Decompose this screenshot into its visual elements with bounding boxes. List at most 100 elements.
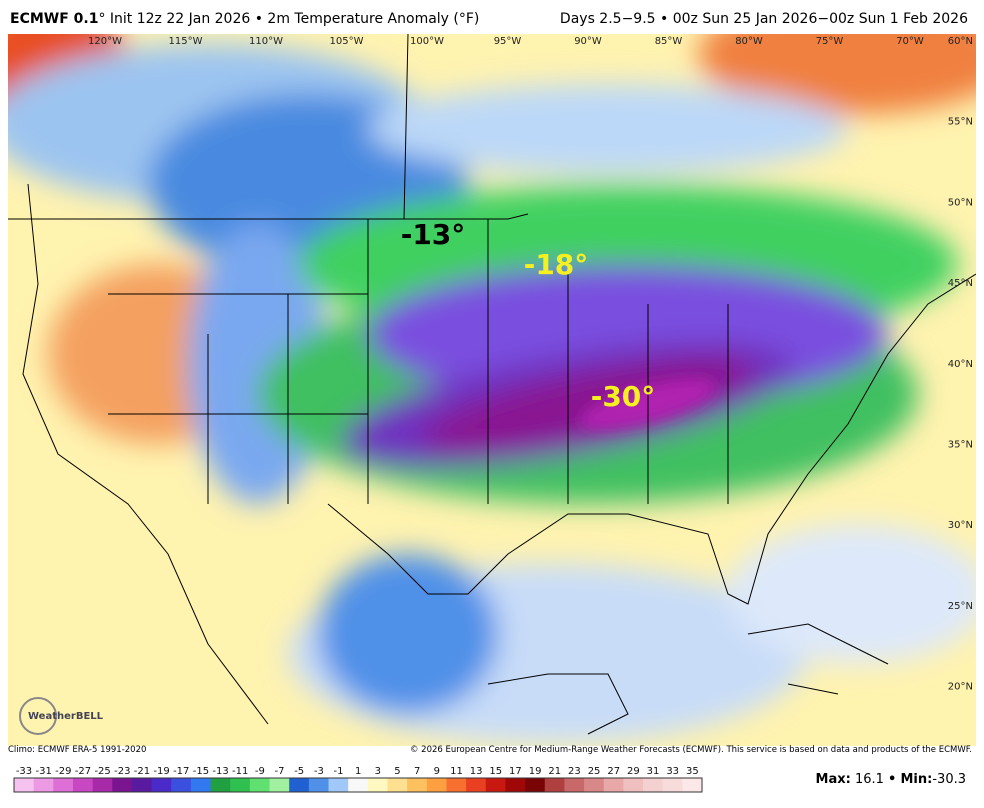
- colorbar-swatch: [308, 778, 330, 792]
- longitude-label: 100°W: [410, 36, 444, 47]
- colorbar-swatch: [367, 778, 388, 792]
- colorbar-label: -7: [275, 766, 285, 777]
- colorbar-label: -19: [153, 766, 169, 777]
- colorbar-swatch: [33, 778, 54, 792]
- colorbar-label: -15: [193, 766, 209, 777]
- colorbar: -33 -31 -29 -27 -25 -23 -21 -19 -17 -15 -13 -11 -9 -7…: [13, 766, 703, 793]
- colorbar-swatch: [72, 778, 94, 792]
- colorbar-swatch: [249, 778, 271, 792]
- logo: WeatherBELL: [19, 697, 104, 735]
- colorbar-swatch: [53, 778, 74, 792]
- colorbar-label: -31: [35, 766, 51, 777]
- colorbar-swatch: [643, 778, 664, 792]
- colorbar-frame: [13, 777, 703, 793]
- colorbar-swatch: [446, 778, 467, 792]
- latitude-label: 35°N: [948, 440, 973, 451]
- longitude-label: 115°W: [169, 36, 203, 47]
- colorbar-swatch: [662, 778, 683, 792]
- climo: Climo: ECMWF ERA-5 1991-2020: [8, 745, 147, 755]
- latitude-label: 50°N: [948, 197, 973, 208]
- colorbar-label: 15: [489, 766, 502, 777]
- colorbar-swatch: [328, 778, 349, 792]
- max-value: 16.1: [854, 772, 884, 787]
- colorbar-label: -13: [212, 766, 228, 777]
- colorbar-swatch: [92, 778, 113, 792]
- header-left: ECMWF 0.1° Init 12z 22 Jan 2026 • 2m Tem…: [10, 11, 479, 27]
- colorbar-label: 17: [509, 766, 522, 777]
- separator: •: [888, 772, 897, 787]
- colorbar-label: 7: [414, 766, 420, 777]
- colorbar-label: -33: [16, 766, 32, 777]
- colorbar-swatch: [151, 778, 172, 792]
- colorbar-label: 21: [548, 766, 561, 777]
- latitude-label: 55°N: [948, 117, 973, 128]
- copyright: © 2026 European Centre for Medium-Range …: [409, 745, 972, 755]
- colorbar-swatch: [564, 778, 585, 792]
- colorbar-label: -3: [314, 766, 324, 777]
- colorbar-label: 9: [434, 766, 440, 777]
- colorbar-label: -21: [134, 766, 150, 777]
- colorbar-label: 33: [666, 766, 679, 777]
- colorbar-label: -29: [55, 766, 71, 777]
- colorbar-label: 5: [394, 766, 400, 777]
- logo-text: WeatherBELL: [28, 711, 104, 722]
- colorbar-label: -23: [114, 766, 130, 777]
- colorbar-swatch: [426, 778, 447, 792]
- colorbar-label: 3: [375, 766, 381, 777]
- colorbar-label: -27: [75, 766, 91, 777]
- colorbar-label: 23: [568, 766, 581, 777]
- annotation: -13°: [401, 218, 466, 251]
- colorbar-label: 29: [627, 766, 640, 777]
- colorbar-label: 25: [588, 766, 601, 777]
- colorbar-swatch: [584, 778, 605, 792]
- longitude-labels: 120°W 115°W 110°W 105°W 100°W 95°W 90°W 85°W 80°…: [88, 36, 924, 47]
- longitude-label: 80°W: [735, 36, 763, 47]
- longitude-label: 90°W: [574, 36, 602, 47]
- longitude-label: 105°W: [330, 36, 364, 47]
- colorbar-label: -11: [232, 766, 248, 777]
- colorbar-swatch: [131, 778, 153, 792]
- colorbar-swatch: [14, 778, 35, 792]
- header-right: Days 2.5−9.5 • 00z Sun 25 Jan 2026−00z S…: [559, 11, 968, 27]
- latitude-label: 25°N: [948, 601, 973, 612]
- longitude-label: 95°W: [494, 36, 522, 47]
- stats: Max: 16.1 • Min:-30.3: [816, 772, 966, 787]
- colorbar-swatch: [289, 778, 310, 792]
- colorbar-swatch: [190, 778, 212, 792]
- colorbar-swatch: [348, 778, 369, 792]
- colorbar-label: 19: [529, 766, 542, 777]
- min-value: -30.3: [932, 772, 966, 787]
- colorbar-swatch: [171, 778, 192, 792]
- min-label: Min:: [900, 772, 933, 787]
- colorbar-swatch: [269, 778, 290, 792]
- latitude-label: 60°N: [948, 36, 973, 47]
- longitude-label: 110°W: [249, 36, 283, 47]
- longitude-label: 85°W: [655, 36, 683, 47]
- colorbar-label: 31: [647, 766, 660, 777]
- colorbar-label: -25: [94, 766, 110, 777]
- annotation: -30°: [591, 380, 656, 413]
- latitude-labels: 60°N 55°N 50°N 45°N 40°N 35°N 30°N 25°N 20°N: [948, 36, 973, 693]
- colorbar-label: -17: [173, 766, 189, 777]
- longitude-label: 75°W: [816, 36, 844, 47]
- colorbar-swatch: [603, 778, 624, 792]
- colorbar-swatch: [682, 778, 703, 792]
- annotations: -13° -18° -30°: [401, 218, 656, 413]
- annotation: -18°: [524, 248, 589, 281]
- model: ECMWF 0.1: [10, 11, 99, 27]
- colorbar-label: -1: [334, 766, 344, 777]
- colorbar-swatch: [112, 778, 133, 792]
- colorbar-swatch: [466, 778, 487, 792]
- max-label: Max:: [815, 772, 851, 787]
- colorbar-swatch: [407, 778, 428, 792]
- colorbar-label: -5: [294, 766, 304, 777]
- colorbar-swatch: [544, 778, 565, 792]
- latitude-label: 40°N: [948, 359, 973, 370]
- colorbar-swatch: [387, 778, 408, 792]
- title: ° Init 12z 22 Jan 2026 • 2m Temperature …: [98, 11, 480, 27]
- colorbar-swatch: [485, 778, 506, 792]
- latitude-label: 30°N: [948, 520, 973, 531]
- boundaries: [8, 34, 976, 735]
- colorbar-label: -9: [255, 766, 265, 777]
